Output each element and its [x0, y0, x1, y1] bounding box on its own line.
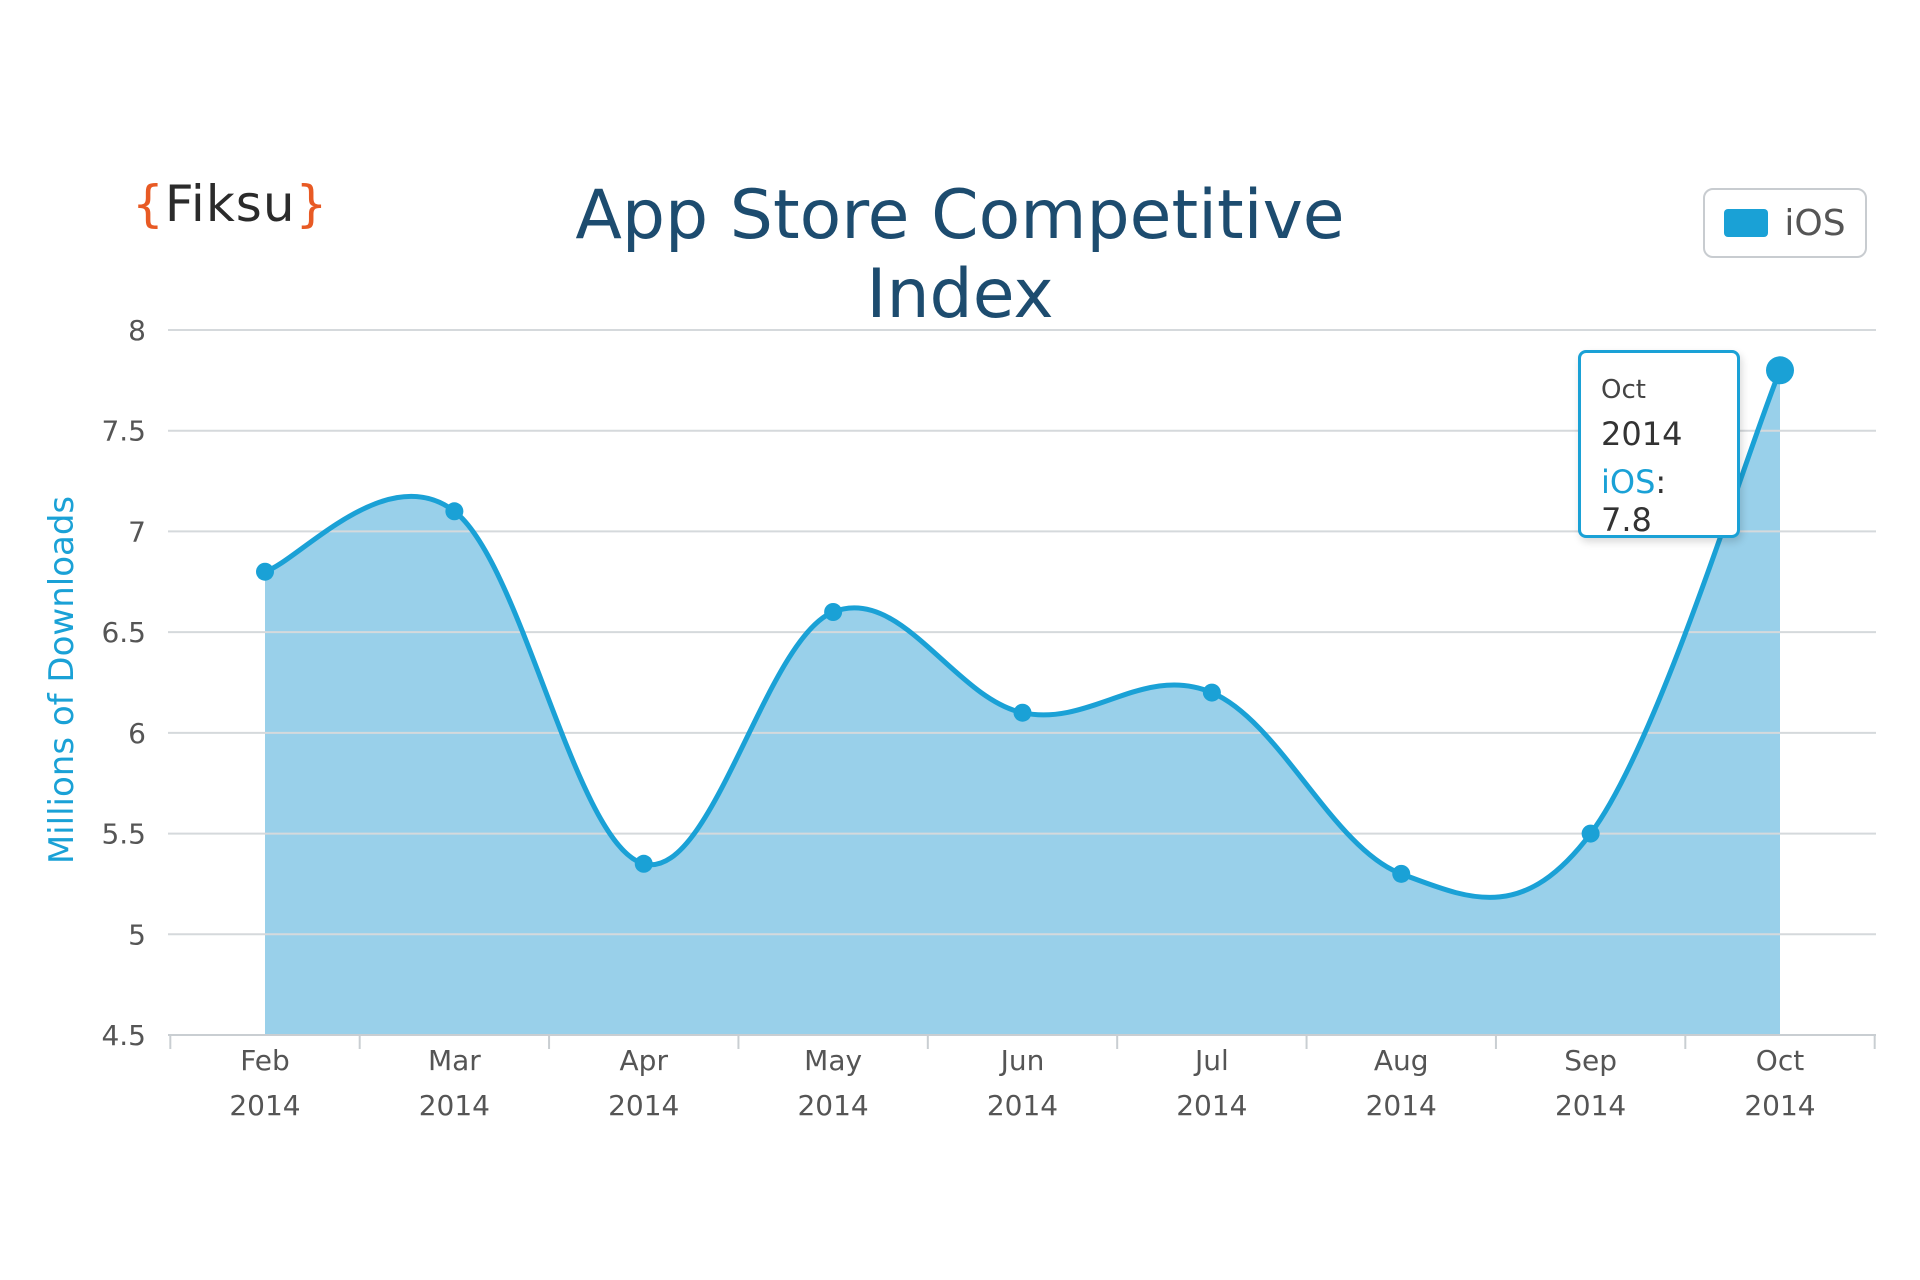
fiksu-logo: {Fiksu}: [132, 175, 329, 233]
x-tick-label-year: 2014: [1744, 1089, 1815, 1122]
x-tick-label-month: Jul: [1193, 1044, 1229, 1077]
x-tick-label-month: Feb: [240, 1044, 290, 1077]
data-point: [1013, 703, 1032, 722]
data-point: [445, 502, 464, 521]
x-tick-label-year: 2014: [419, 1089, 490, 1122]
x-tick-label-month: Mar: [428, 1044, 481, 1077]
y-tick-label: 8: [128, 314, 146, 347]
tooltip-month: Oct: [1601, 375, 1646, 405]
x-tick-label-month: Oct: [1756, 1044, 1804, 1077]
data-tooltip: Oct 2014 iOS: 7.8: [1578, 350, 1740, 539]
x-tick-label-year: 2014: [797, 1089, 868, 1122]
tooltip-value-row: iOS: 7.8: [1601, 463, 1667, 539]
legend-swatch-ios: [1724, 209, 1769, 237]
data-point: [1766, 356, 1794, 385]
x-tick-label-month: Jun: [999, 1044, 1045, 1077]
y-tick-label: 6: [128, 717, 146, 750]
data-point: [634, 854, 653, 873]
y-tick-label: 4.5: [101, 1019, 146, 1052]
x-tick-label-year: 2014: [1366, 1089, 1437, 1122]
tooltip-series: iOS: [1601, 463, 1656, 501]
tooltip-value: 7.8: [1601, 501, 1652, 539]
y-tick-label: 7: [128, 515, 146, 548]
x-tick-label-year: 2014: [1176, 1089, 1247, 1122]
legend-label-ios: iOS: [1784, 202, 1846, 244]
x-tick-label-year: 2014: [608, 1089, 679, 1122]
x-tick-label-month: May: [804, 1044, 862, 1077]
x-tick-label-month: Aug: [1374, 1044, 1429, 1077]
series-line-ios: [264, 369, 1783, 900]
x-tick-label-month: Apr: [620, 1044, 669, 1077]
tooltip-year: 2014: [1601, 415, 1683, 453]
y-tick-label: 5.5: [101, 818, 146, 851]
data-point: [1392, 864, 1411, 883]
area-fill-ios: [265, 370, 1780, 1035]
chart-title: App Store Competitive Index: [575, 176, 1345, 334]
y-tick-label: 7.5: [101, 415, 146, 448]
data-point: [824, 603, 843, 621]
x-tick-label-year: 2014: [1555, 1089, 1626, 1122]
x-tick-label-year: 2014: [987, 1089, 1058, 1122]
y-tick-label: 5: [128, 918, 146, 951]
legend[interactable]: iOS: [1703, 188, 1867, 258]
data-point: [256, 562, 274, 581]
x-tick-label-month: Sep: [1564, 1044, 1617, 1077]
x-tick-label-year: 2014: [229, 1089, 300, 1122]
y-tick-label: 6.5: [101, 616, 146, 649]
data-point: [1581, 824, 1600, 843]
data-point: [1202, 683, 1221, 702]
